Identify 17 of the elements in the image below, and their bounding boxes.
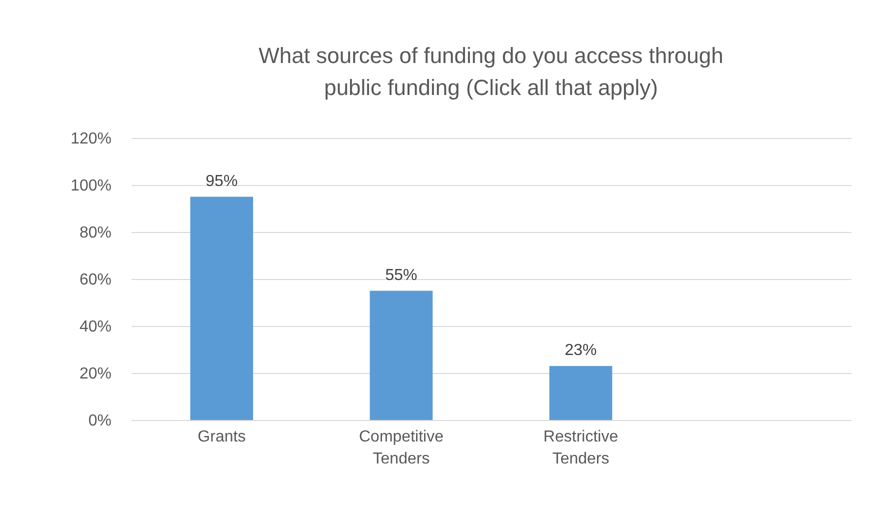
x-tick-label: Competitive Tenders bbox=[358, 428, 444, 468]
bar bbox=[370, 290, 433, 420]
y-tick-label: 80% bbox=[79, 224, 112, 242]
chart-title: What sources of funding do you access through public funding (Click all that apply) bbox=[258, 43, 724, 100]
y-tick-label: 0% bbox=[88, 412, 112, 430]
data-label: 55% bbox=[385, 266, 418, 284]
y-tick-label: 120% bbox=[70, 130, 112, 148]
y-tick-label: 100% bbox=[70, 178, 112, 194]
x-tick-label: Restrictive Tenders bbox=[543, 428, 618, 468]
bar bbox=[190, 196, 254, 420]
y-tick-label: 40% bbox=[79, 318, 112, 336]
data-label: 23% bbox=[564, 342, 597, 359]
y-tick-label: 60% bbox=[79, 272, 112, 288]
x-tick-label: Grants bbox=[198, 428, 246, 446]
bar bbox=[549, 366, 612, 420]
data-label: 95% bbox=[206, 172, 238, 190]
y-tick-label: 20% bbox=[79, 366, 112, 382]
